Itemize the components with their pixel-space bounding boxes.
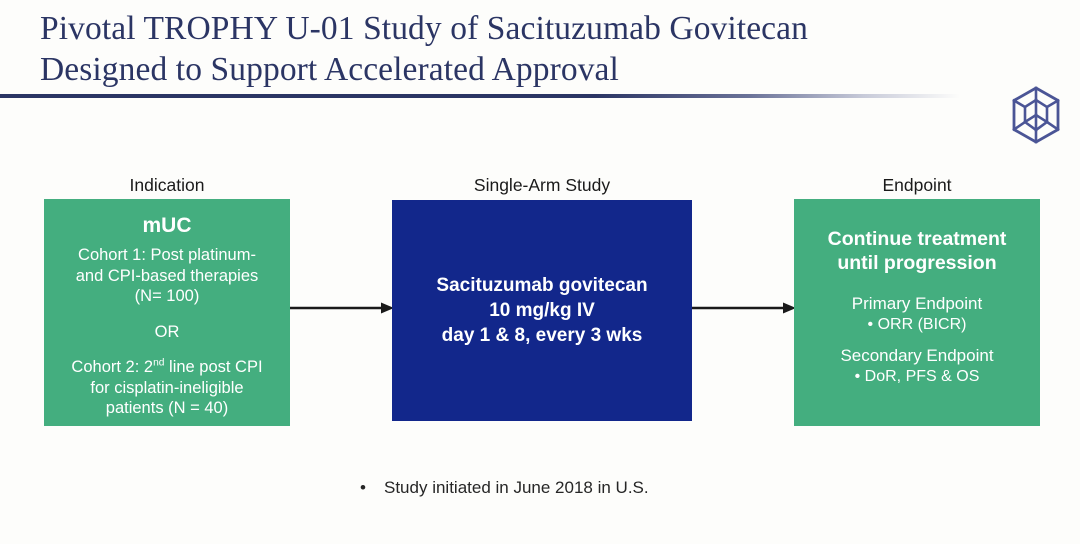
endpoint-title-line2: until progression [837,252,997,274]
indication-title: mUC [142,214,192,237]
cohort1-line3: (N= 100) [134,287,200,305]
hexagonal-lattice-logo [1006,86,1066,144]
title-block: Pivotal TROPHY U-01 Study of Sacituzumab… [40,8,1000,90]
study-line2: 10 mg/kg IV [489,300,595,321]
footnote-text: Study initiated in June 2018 in U.S. [384,478,649,497]
study-line3: day 1 & 8, every 3 wks [441,325,643,346]
cohort1-line2: and CPI-based therapies [75,266,259,285]
cohort2-ordinal-suffix: nd [153,357,165,369]
primary-endpoint-item: • ORR (BICR) [867,316,967,333]
footnote: • Study initiated in June 2018 in U.S. [360,478,649,498]
column-header-indication: Indication [129,175,205,195]
title-divider [0,94,960,98]
study-box: Sacituzumab govitecan 10 mg/kg IV day 1 … [392,200,692,421]
cohort-connector: OR [154,322,180,341]
footnote-bullet-icon: • [360,478,366,497]
endpoint-title-line1: Continue treatment [827,228,1007,250]
primary-endpoint-label: Primary Endpoint [851,294,983,313]
endpoint-box: Continue treatment until progression Pri… [794,199,1040,426]
cohort2-line1-post: line post CPI [164,358,263,376]
study-line1: Sacituzumab govitecan [436,275,648,296]
page-title: Pivotal TROPHY U-01 Study of Sacituzumab… [40,10,808,88]
column-header-endpoint: Endpoint [882,175,952,195]
arrow-study-to-endpoint [692,301,796,315]
arrow-indication-to-study [290,301,394,315]
secondary-endpoint-label: Secondary Endpoint [840,346,994,365]
cohort2-line1-pre: Cohort 2: 2 [71,358,154,376]
cohort2-line1: Cohort 2: 2nd line post CPI [71,357,262,378]
study-regimen: Sacituzumab govitecan 10 mg/kg IV day 1 … [436,273,647,348]
indication-box: mUC Cohort 1: Post platinum- and CPI-bas… [44,199,290,426]
cohort2-line3: patients (N = 40) [105,399,229,417]
secondary-endpoint-item: • DoR, PFS & OS [854,368,980,385]
cohort2-line2: for cisplatin-ineligible [90,378,244,397]
endpoint-title: Continue treatment until progression [828,227,1007,275]
cohort1-line1: Cohort 1: Post platinum- [78,246,256,264]
column-header-study: Single-Arm Study [473,175,611,195]
